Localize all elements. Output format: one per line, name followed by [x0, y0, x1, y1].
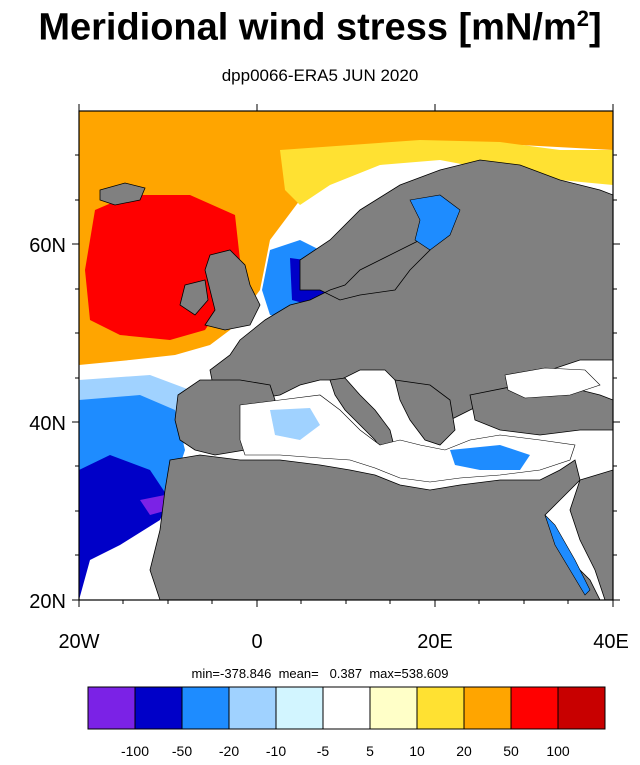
colorbar-label: 50	[503, 743, 519, 759]
colorbar-box	[416, 686, 465, 730]
stats-line: min=-378.846 mean= 0.387 max=538.609	[0, 666, 640, 681]
wind-field-redsea	[544, 514, 591, 596]
land-ireland	[179, 279, 209, 316]
y-tick-label-60n: 60N	[29, 235, 66, 257]
colorbar-boxes	[87, 686, 606, 730]
colorbar-box	[322, 686, 371, 730]
y-tick-label-20n: 20N	[29, 591, 66, 613]
colorbar-label: -100	[121, 743, 149, 759]
colorbar-label: -50	[172, 743, 192, 759]
x-axis-ticks	[78, 104, 614, 607]
colorbar-box	[510, 686, 559, 730]
colorbar-box	[463, 686, 512, 730]
wind-field-atlantic-purple	[140, 495, 168, 515]
colorbar-label: -10	[266, 743, 286, 759]
colorbar-label: 20	[456, 743, 472, 759]
map-panel: 60N 40N 20N 20W 0 20E 40E	[29, 104, 629, 653]
colorbar-box	[134, 686, 183, 730]
colorbar-label: -20	[219, 743, 239, 759]
title-text: Meridional wind stress [mN/m	[38, 6, 577, 49]
title-suffix: ]	[589, 6, 602, 49]
colorbar-label: 5	[366, 743, 374, 759]
colorbar-label: -5	[317, 743, 330, 759]
colorbar-box	[228, 686, 277, 730]
land-iceland	[99, 182, 146, 206]
wind-field-baltic	[409, 194, 461, 251]
y-tick-label-40n: 40N	[29, 413, 66, 435]
colorbar-box	[369, 686, 418, 730]
colorbar-labels: -100 -50 -20 -10 -5 5 10 20 50 100	[121, 743, 570, 759]
x-tick-label-20w: 20W	[58, 631, 99, 653]
colorbar-box	[557, 686, 606, 730]
chart-title: Meridional wind stress [mN/m2]	[0, 6, 640, 50]
colorbar-label: 10	[409, 743, 425, 759]
colorbar-box	[275, 686, 324, 730]
stats-min-label: min=	[191, 666, 221, 681]
stats-max-value: 538.609	[401, 666, 449, 681]
title-superscript: 2	[576, 6, 590, 31]
land-britain	[204, 249, 261, 331]
chart-subtitle: dpp0066-ERA5 JUN 2020	[221, 66, 419, 85]
colorbar-label: 100	[546, 743, 570, 759]
stats-mean-value: 0.387	[329, 666, 363, 681]
wind-field-north-yellow	[280, 140, 613, 205]
wind-field-mediterranean-blue	[450, 445, 530, 470]
stats-min-value: -378.846	[220, 666, 272, 681]
wind-field-mediterranean-lightblue	[270, 408, 320, 440]
land-balkans	[394, 379, 456, 446]
wind-field-blacksea	[504, 367, 601, 399]
wind-field-atlantic-darkblue	[79, 455, 170, 600]
x-tick-label-40e: 40E	[593, 631, 629, 653]
stats-max-label: max=	[369, 666, 402, 681]
colorbar-box	[87, 686, 136, 730]
stats-mean-label: mean=	[278, 666, 319, 681]
y-axis-ticks	[72, 154, 620, 601]
x-tick-label-0: 0	[251, 631, 262, 653]
land-masses	[99, 159, 614, 601]
colorbar-box	[181, 686, 230, 730]
x-tick-label-20e: 20E	[417, 631, 453, 653]
